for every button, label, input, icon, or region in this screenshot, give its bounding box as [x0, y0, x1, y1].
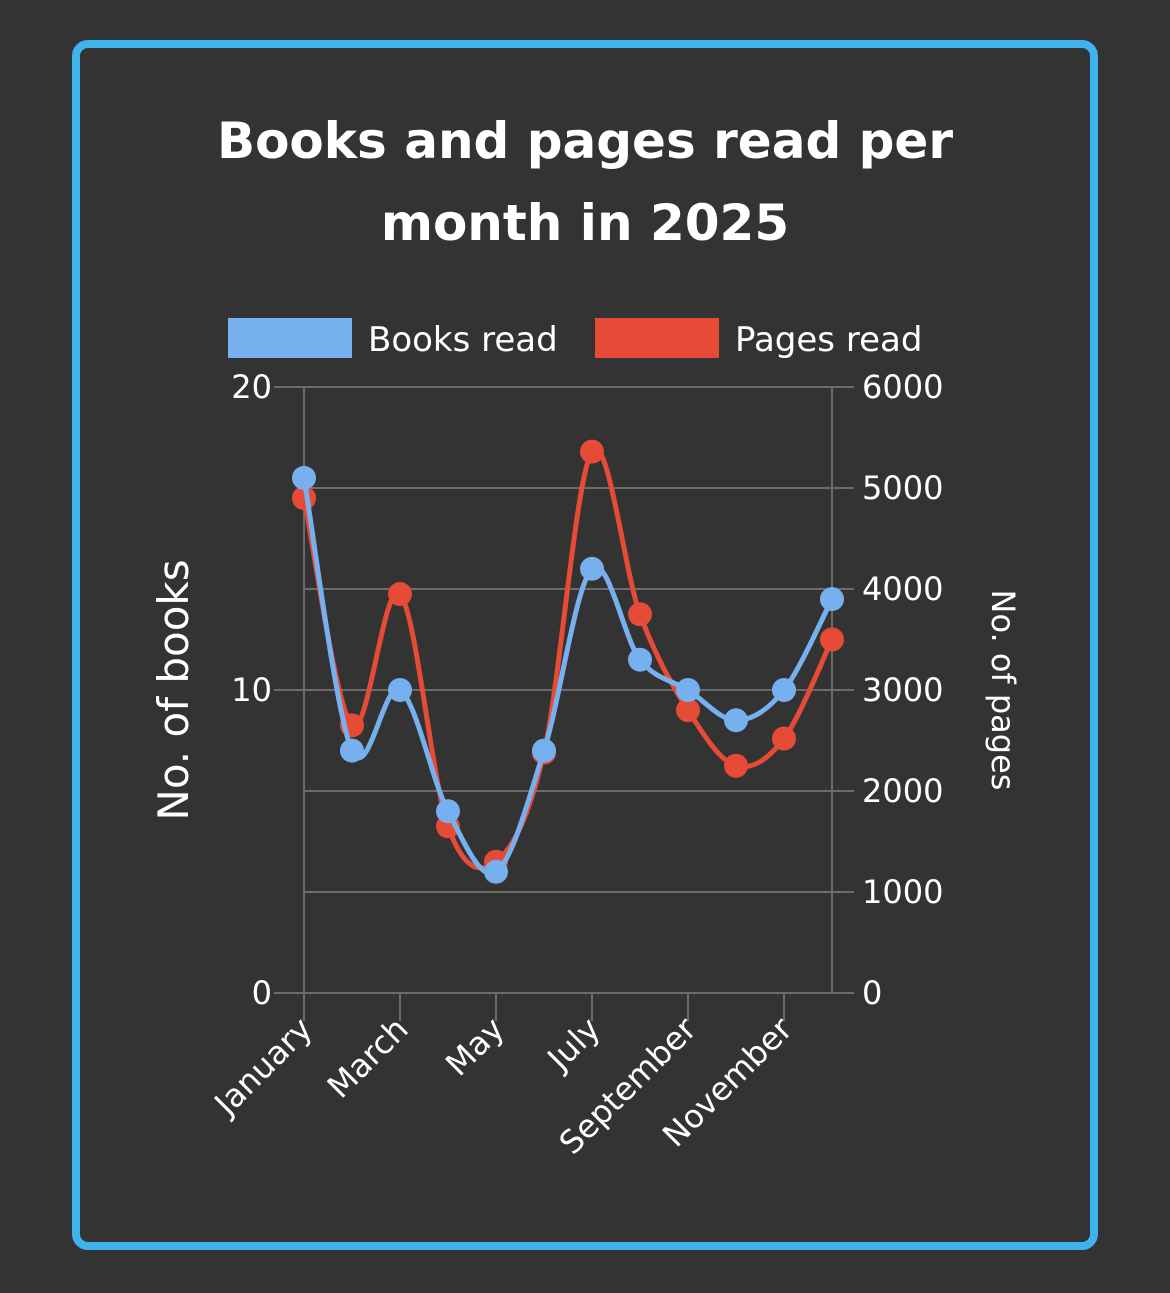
grid-lines [304, 386, 832, 994]
axes [274, 386, 854, 1021]
data-point-pages[interactable] [820, 627, 844, 652]
data-point-books[interactable] [292, 465, 316, 490]
x-tick-label: July [539, 1010, 608, 1079]
y-left-tick-label: 10 [231, 671, 272, 709]
y-left-tick-label: 20 [231, 368, 272, 406]
data-point-books[interactable] [772, 678, 796, 702]
data-point-books[interactable] [484, 859, 508, 884]
y-right-tick-label: 0 [862, 974, 882, 1012]
x-tick-label: May [438, 1010, 512, 1084]
data-point-books[interactable] [340, 738, 364, 763]
data-point-books[interactable] [532, 738, 556, 763]
data-point-books[interactable] [436, 799, 460, 824]
y-right-tick-label: 3000 [862, 671, 943, 709]
x-tick-label: March [320, 1010, 416, 1106]
y-right-tick-label: 4000 [862, 570, 943, 608]
y-right-tick-label: 5000 [862, 469, 943, 507]
data-point-pages[interactable] [772, 726, 796, 751]
data-point-pages[interactable] [628, 602, 652, 627]
y-left-tick-label: 0 [252, 974, 272, 1012]
data-point-pages[interactable] [724, 753, 748, 778]
series-line-pages [301, 446, 835, 871]
legend-label-pages: Pages read [735, 320, 922, 360]
series-line-books [301, 477, 835, 876]
y-right-axis-title: No. of pages [984, 590, 1022, 791]
data-point-pages[interactable] [676, 698, 700, 723]
data-point-books[interactable] [820, 587, 844, 612]
y-right-tick-label: 2000 [862, 772, 943, 810]
data-point-pages[interactable] [388, 582, 412, 607]
x-tick-label: January [206, 1010, 320, 1124]
data-point-books[interactable] [676, 678, 700, 702]
y-left-axis-title: No. of books [149, 559, 198, 820]
legend: Books read Pages read [228, 318, 922, 360]
legend-swatch-books [228, 318, 352, 358]
legend-label-books: Books read [368, 320, 558, 360]
legend-swatch-pages [595, 318, 719, 358]
y-right-tick-label: 1000 [862, 873, 943, 911]
data-point-books[interactable] [724, 708, 748, 733]
chart-card [72, 40, 1098, 1250]
y-right-tick-label: 6000 [862, 368, 943, 406]
data-point-books[interactable] [388, 678, 412, 702]
series-layer [292, 439, 844, 884]
data-point-pages[interactable] [580, 439, 604, 464]
chart-title-line-1: Books and pages read per [217, 112, 953, 170]
chart-title-line-2: month in 2025 [381, 194, 789, 252]
data-point-books[interactable] [580, 556, 604, 581]
data-point-books[interactable] [628, 647, 652, 672]
